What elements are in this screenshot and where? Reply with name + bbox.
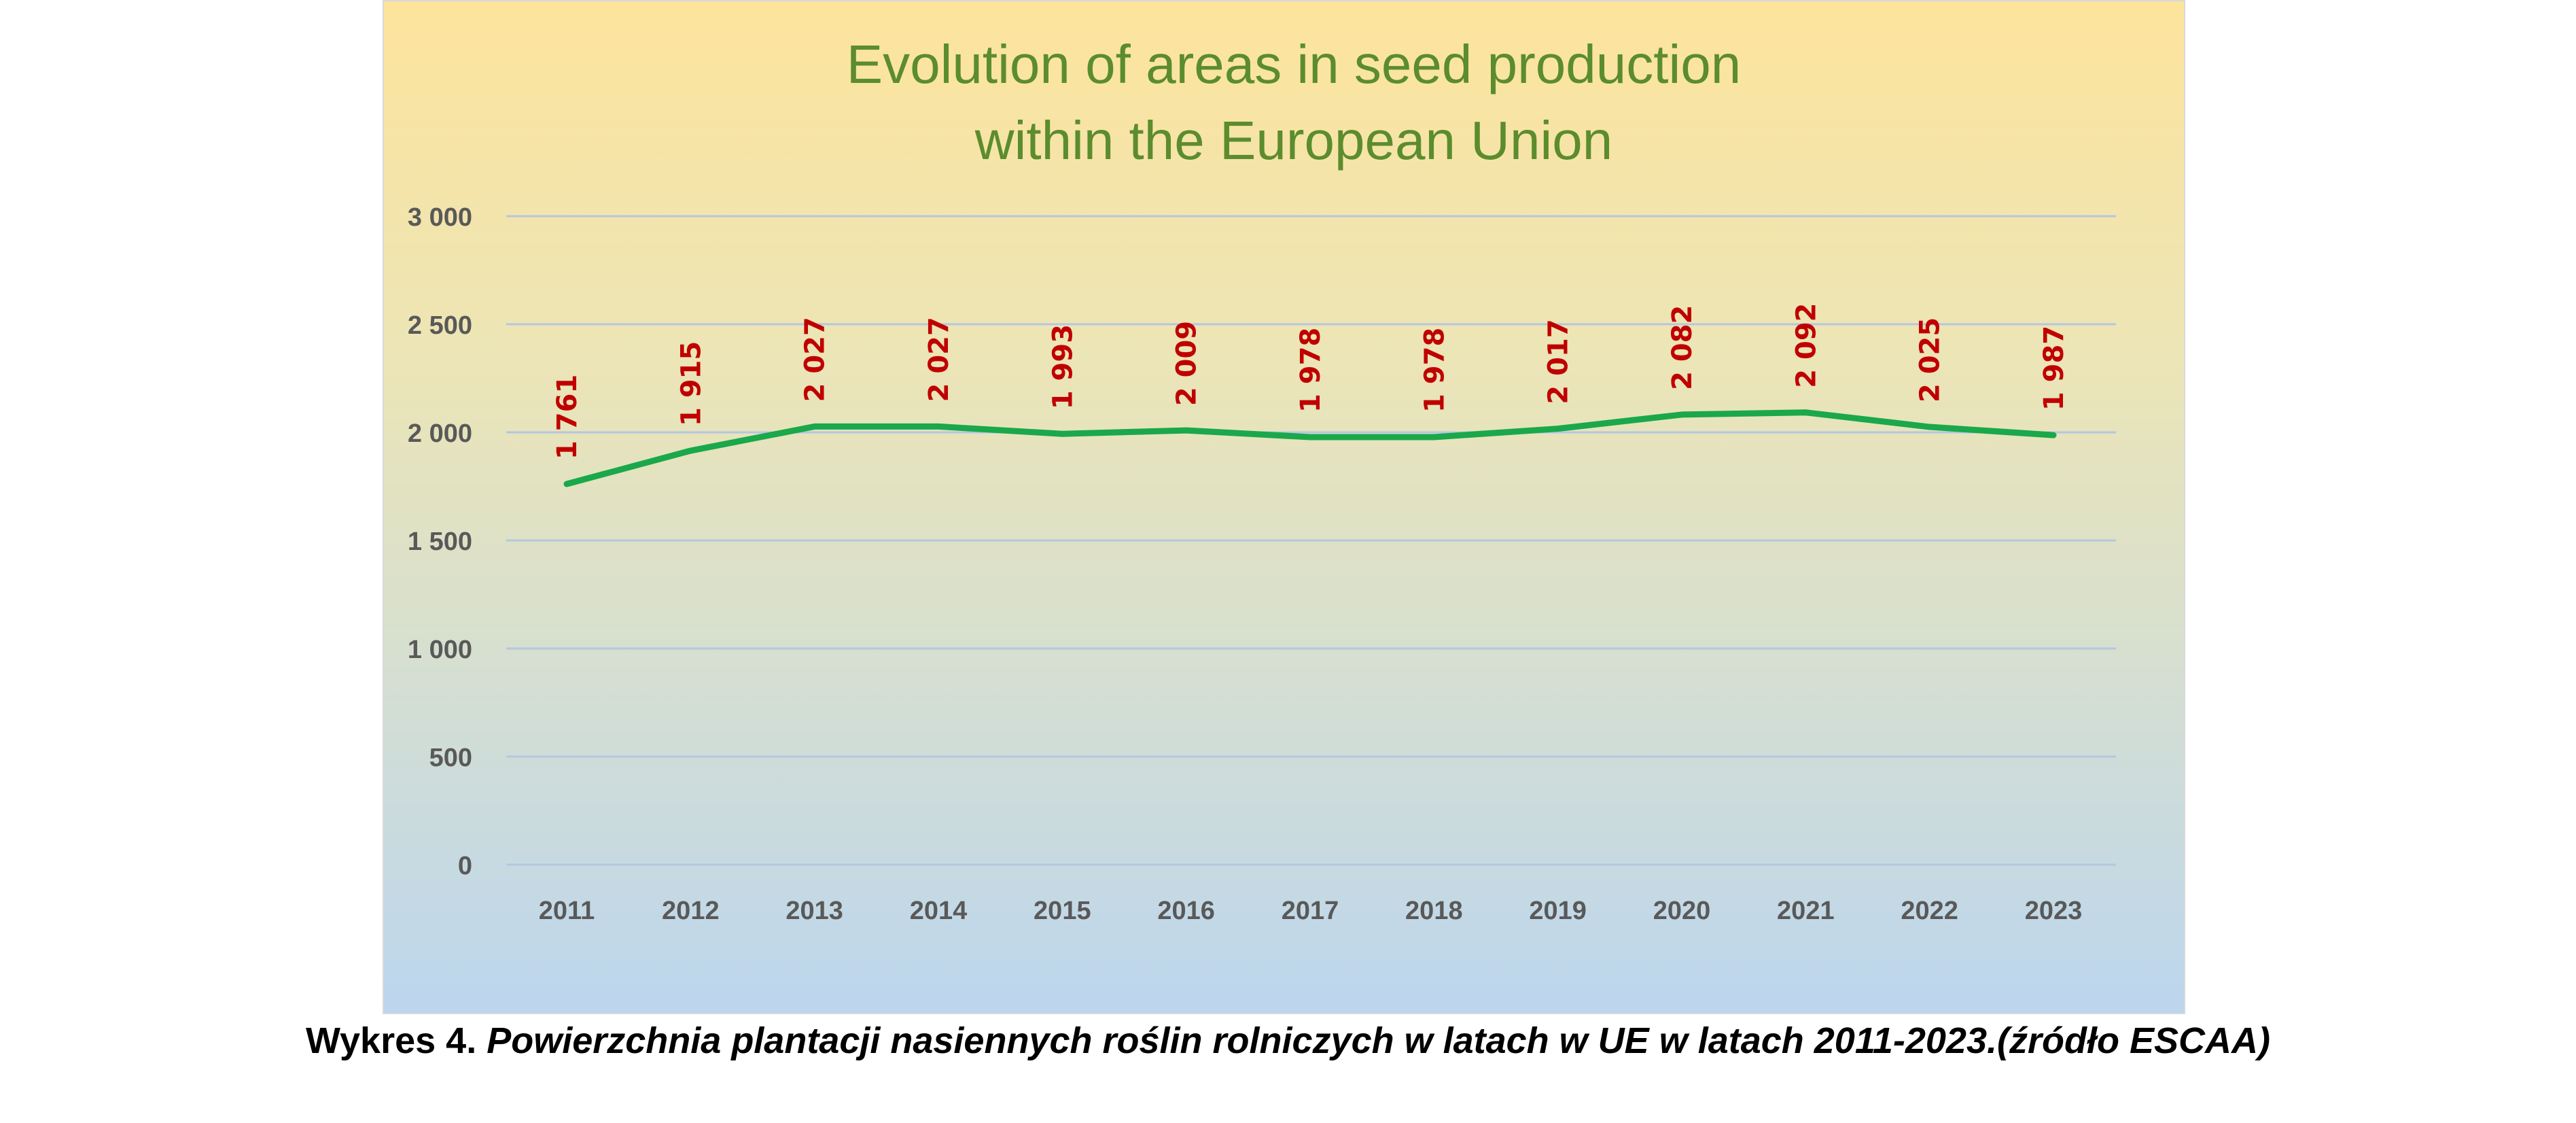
data-point: [1805, 411, 1807, 413]
data-point: [1433, 436, 1435, 438]
data-point: [566, 483, 567, 485]
caption-prefix: Wykres 4.: [306, 1020, 487, 1061]
data-point: [1309, 436, 1311, 438]
y-tick-label: 2 000: [408, 419, 472, 448]
data-label: 2 025: [1915, 317, 1946, 402]
y-tick-label: 1 000: [408, 636, 472, 664]
y-tick-label: 2 500: [408, 311, 472, 340]
data-point: [690, 450, 692, 452]
x-tick-label: 2016: [1157, 897, 1215, 925]
x-tick-label: 2020: [1653, 897, 1711, 925]
data-label: 2 082: [1667, 305, 1698, 390]
x-tick-label: 2013: [786, 897, 843, 925]
data-label: 1 987: [2039, 326, 2070, 411]
data-point: [1681, 413, 1682, 415]
x-tick-label: 2021: [1777, 897, 1835, 925]
data-point: [1185, 430, 1187, 432]
data-point: [813, 426, 815, 428]
data-label: 1 978: [1419, 328, 1450, 413]
data-label: 1 993: [1047, 324, 1078, 409]
y-tick-label: 0: [458, 852, 472, 880]
data-label: 2 027: [923, 317, 955, 402]
y-tick-label: 1 500: [408, 528, 472, 556]
x-tick-label: 2014: [910, 897, 968, 925]
y-tick-label: 3 000: [408, 203, 472, 232]
data-label: 2 092: [1790, 303, 1822, 387]
x-tick-label: 2019: [1529, 897, 1587, 925]
x-tick-label: 2011: [539, 897, 595, 925]
figure-caption: Wykres 4. Powierzchnia plantacji nasienn…: [0, 1020, 2576, 1062]
data-label: 2 009: [1171, 321, 1203, 406]
data-label: 1 978: [1295, 328, 1326, 413]
x-tick-label: 2017: [1282, 897, 1339, 925]
data-label: 2 027: [800, 317, 831, 402]
data-label: 1 915: [675, 341, 707, 426]
x-tick-label: 2015: [1034, 897, 1091, 925]
y-tick-label: 500: [429, 744, 472, 772]
data-point: [1061, 433, 1063, 435]
data-label: 2 017: [1543, 319, 1574, 404]
data-point: [938, 426, 939, 428]
chart-area: [383, 0, 2185, 1014]
x-tick-label: 2012: [662, 897, 720, 925]
data-point: [2053, 434, 2054, 436]
data-point: [1557, 428, 1559, 430]
chart-title-line: within the European Union: [974, 110, 1612, 171]
x-tick-label: 2023: [2025, 897, 2083, 925]
x-tick-label: 2022: [1901, 897, 1958, 925]
data-label: 1 761: [552, 375, 583, 460]
x-tick-label: 2018: [1405, 897, 1463, 925]
caption-text: Powierzchnia plantacji nasiennych roślin…: [487, 1020, 2270, 1061]
data-point: [1928, 426, 1930, 428]
chart-title-line: Evolution of areas in seed production: [847, 34, 1741, 94]
series-line: [563, 409, 2057, 487]
